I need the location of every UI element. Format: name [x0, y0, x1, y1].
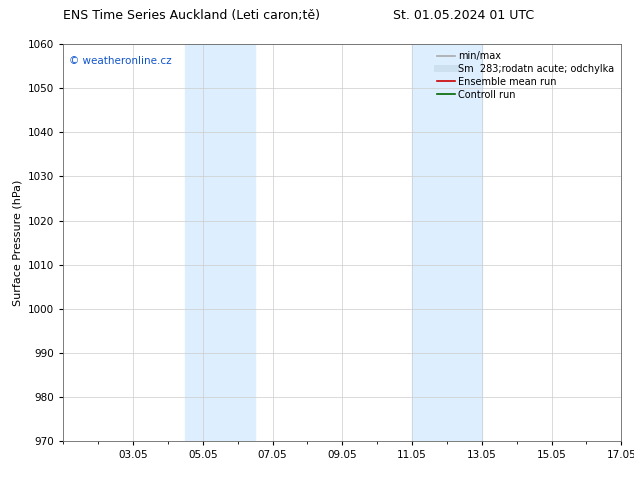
Y-axis label: Surface Pressure (hPa): Surface Pressure (hPa)	[13, 179, 23, 306]
Text: ENS Time Series Auckland (Leti caron;tě): ENS Time Series Auckland (Leti caron;tě)	[63, 9, 320, 22]
Text: St. 01.05.2024 01 UTC: St. 01.05.2024 01 UTC	[393, 9, 534, 22]
Text: © weatheronline.cz: © weatheronline.cz	[69, 56, 172, 66]
Bar	[185, 44, 255, 441]
Bar	[412, 44, 482, 441]
Legend: min/max, Sm  283;rodatn acute; odchylka, Ensemble mean run, Controll run: min/max, Sm 283;rodatn acute; odchylka, …	[433, 47, 618, 103]
